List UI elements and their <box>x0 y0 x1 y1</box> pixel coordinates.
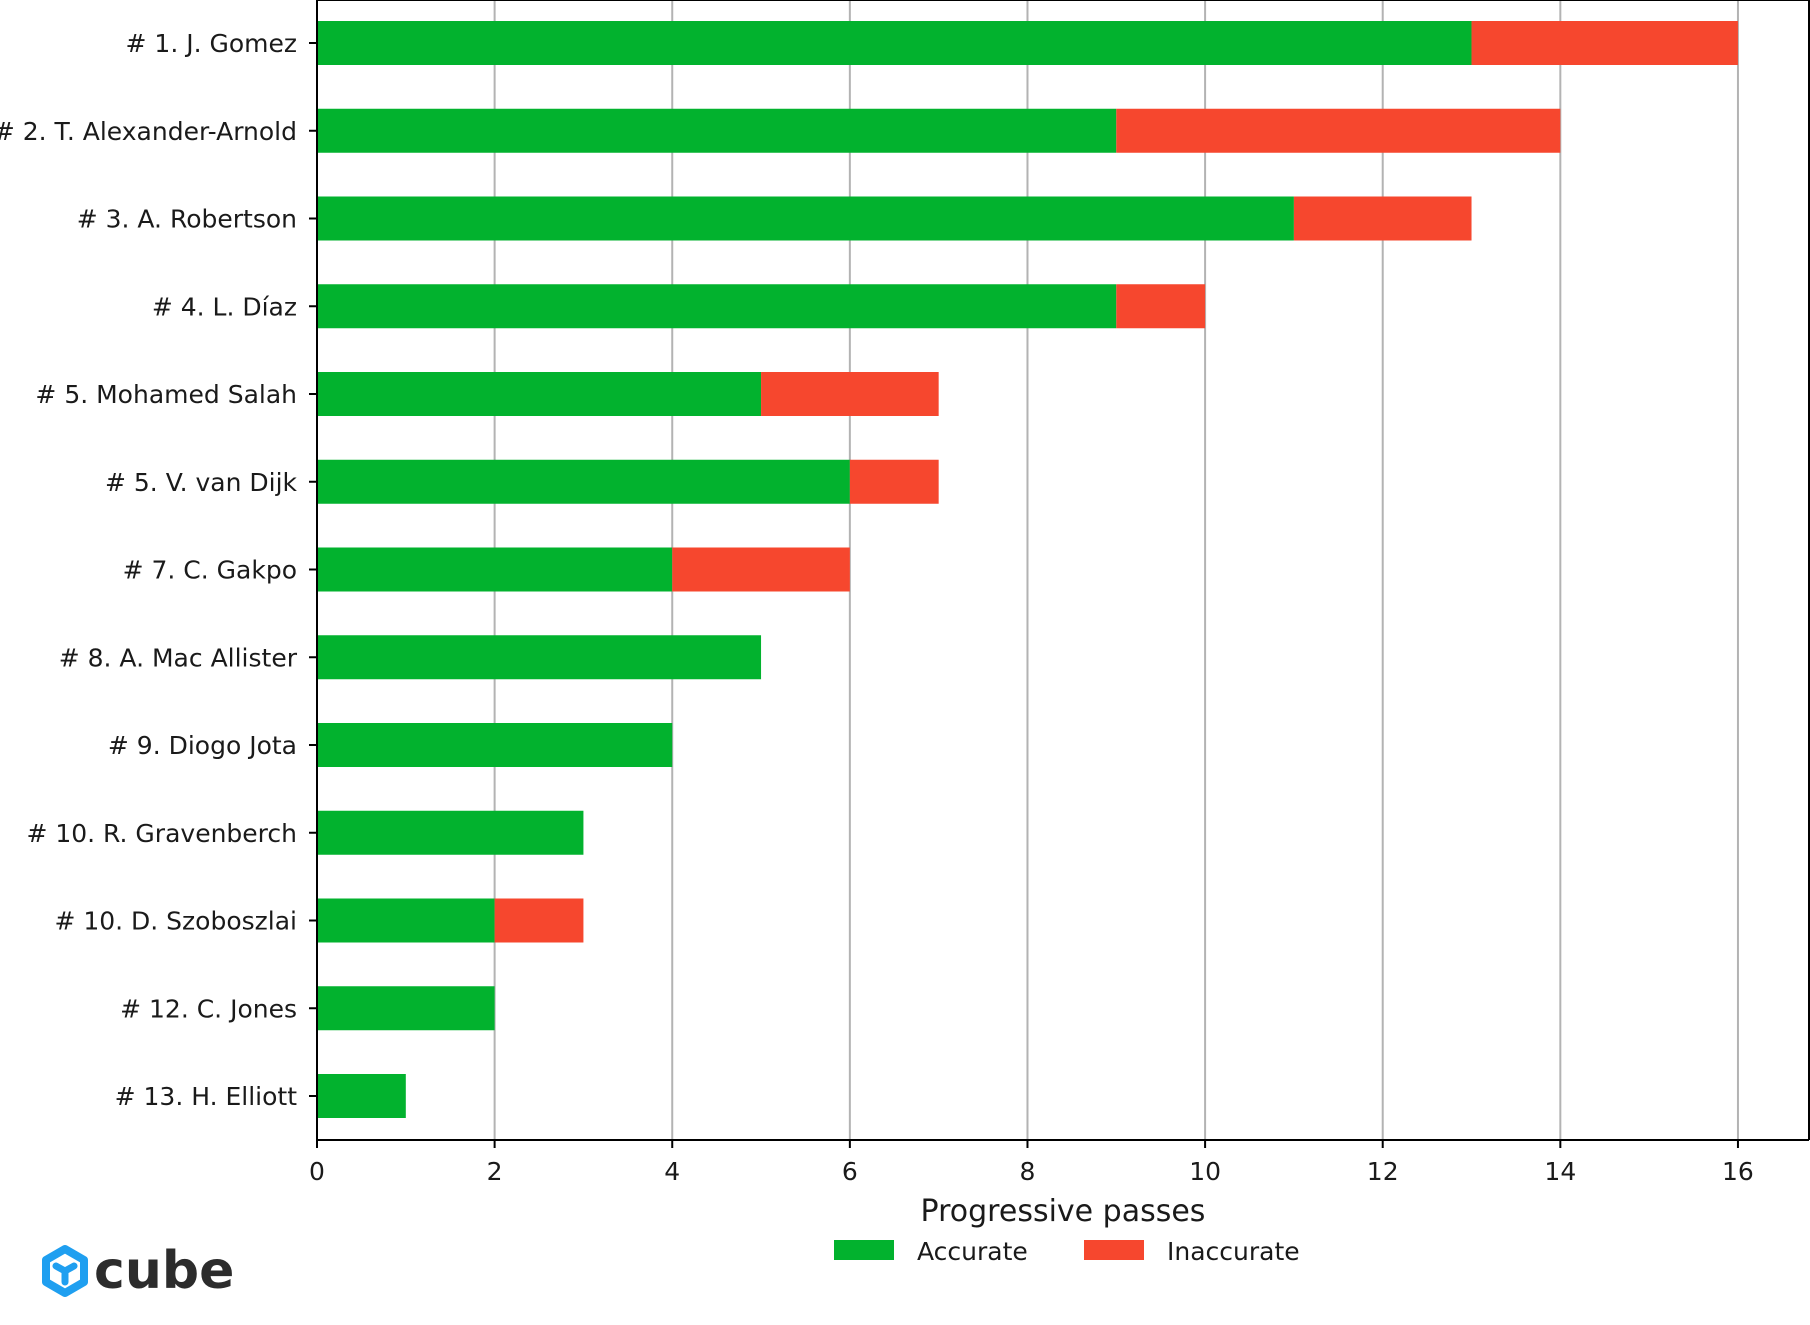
x-tick-label: 0 <box>309 1157 325 1186</box>
bar-accurate-3 <box>317 196 1294 241</box>
y-tick-label: # 7. C. Gakpo <box>123 556 297 585</box>
bars <box>317 21 1738 1118</box>
x-tick-label: 10 <box>1189 1157 1221 1186</box>
cube-logo: cube <box>42 1241 234 1301</box>
legend-swatch-inaccurate <box>1084 1240 1144 1260</box>
legend-label-accurate: Accurate <box>917 1237 1028 1266</box>
y-tick-label: # 10. D. Szoboszlai <box>54 907 297 936</box>
x-tick-label: 8 <box>1020 1157 1036 1186</box>
bar-accurate-7 <box>317 547 673 592</box>
legend: Accurate Inaccurate <box>834 1237 1300 1266</box>
y-tick-label: # 12. C. Jones <box>120 994 297 1023</box>
bar-inaccurate-1 <box>1471 21 1738 65</box>
bar-accurate-10 <box>317 810 584 855</box>
y-tick-label: # 5. V. van Dijk <box>105 468 298 497</box>
bar-inaccurate-7 <box>672 547 850 592</box>
bar-accurate-6 <box>317 459 850 504</box>
bar-accurate-8 <box>317 635 762 680</box>
y-tick-label: # 1. J. Gomez <box>126 29 297 58</box>
legend-label-inaccurate: Inaccurate <box>1167 1237 1300 1266</box>
y-tick-label: # 5. Mohamed Salah <box>35 380 297 409</box>
x-tick-label: 14 <box>1544 1157 1576 1186</box>
bar-inaccurate-2 <box>1116 108 1561 153</box>
y-tick-label: # 8. A. Mac Allister <box>59 643 298 672</box>
bar-accurate-5 <box>317 372 762 416</box>
bar-accurate-9 <box>317 723 673 767</box>
bar-accurate-13 <box>317 1074 406 1118</box>
cube-logo-icon <box>42 1245 88 1297</box>
bar-inaccurate-6 <box>849 459 939 504</box>
x-tick-label: 12 <box>1367 1157 1399 1186</box>
cube-logo-text: cube <box>94 1241 234 1301</box>
bar-accurate-4 <box>317 284 1117 329</box>
bar-accurate-12 <box>317 986 495 1031</box>
bar-accurate-11 <box>317 898 495 943</box>
y-tick-label: # 9. Diogo Jota <box>108 731 297 760</box>
y-tick-label: # 3. A. Robertson <box>77 205 297 234</box>
bar-inaccurate-4 <box>1116 284 1206 329</box>
x-tick-label: 4 <box>664 1157 680 1186</box>
x-tick-label: 16 <box>1722 1157 1754 1186</box>
bar-inaccurate-3 <box>1293 196 1472 241</box>
bar-accurate-1 <box>317 21 1472 65</box>
y-tick-label: # 13. H. Elliott <box>115 1082 298 1111</box>
bar-inaccurate-11 <box>494 898 584 943</box>
bar-inaccurate-5 <box>761 372 939 416</box>
y-tick-label: # 4. L. Díaz <box>152 292 297 321</box>
x-tick-label: 2 <box>487 1157 503 1186</box>
y-tick-label: # 10. R. Gravenberch <box>26 819 297 848</box>
y-tick-label: # 2. T. Alexander-Arnold <box>0 117 297 146</box>
legend-swatch-accurate <box>834 1240 894 1260</box>
axes <box>309 0 1810 1148</box>
x-tick-label: 6 <box>842 1157 858 1186</box>
x-axis-title: Progressive passes <box>921 1194 1206 1229</box>
bar-accurate-2 <box>317 108 1117 153</box>
tick-labels: # 1. J. Gomez # 2. T. Alexander-Arnold # 3… <box>0 29 1754 1186</box>
